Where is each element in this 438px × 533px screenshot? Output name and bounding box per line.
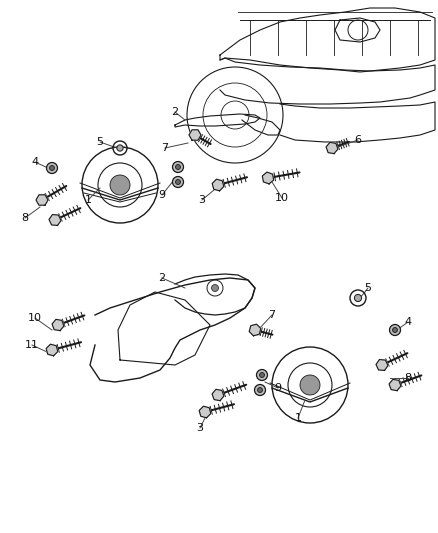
Text: 2: 2 (159, 273, 166, 283)
Text: 3: 3 (197, 423, 204, 433)
Polygon shape (199, 406, 211, 418)
Circle shape (254, 384, 265, 395)
Text: 3: 3 (198, 195, 205, 205)
Polygon shape (262, 172, 274, 184)
Text: 7: 7 (162, 143, 169, 153)
Text: 2: 2 (171, 107, 179, 117)
Polygon shape (189, 130, 201, 140)
Circle shape (176, 180, 180, 184)
Polygon shape (46, 344, 58, 356)
Polygon shape (389, 379, 401, 391)
Circle shape (173, 176, 184, 188)
Circle shape (392, 327, 397, 333)
Text: 6: 6 (354, 135, 361, 145)
Circle shape (260, 373, 265, 377)
Polygon shape (326, 142, 338, 154)
Text: 1: 1 (85, 195, 92, 205)
Text: 10: 10 (275, 193, 289, 203)
Polygon shape (376, 360, 388, 370)
Text: 8: 8 (21, 213, 28, 223)
Text: 9: 9 (159, 190, 166, 200)
Text: 8: 8 (404, 373, 412, 383)
Circle shape (300, 375, 320, 395)
Polygon shape (52, 319, 64, 330)
Circle shape (49, 166, 54, 171)
Text: 1: 1 (294, 413, 301, 423)
Circle shape (257, 369, 268, 381)
Circle shape (46, 163, 57, 174)
Text: 4: 4 (404, 317, 412, 327)
Text: 9: 9 (275, 383, 282, 393)
Text: 5: 5 (96, 137, 103, 147)
Circle shape (258, 387, 262, 392)
Circle shape (110, 175, 130, 195)
Polygon shape (36, 195, 48, 205)
Text: 5: 5 (364, 283, 371, 293)
Circle shape (389, 325, 400, 335)
Circle shape (173, 161, 184, 173)
Text: 7: 7 (268, 310, 276, 320)
Text: 10: 10 (28, 313, 42, 323)
Circle shape (117, 145, 123, 151)
Polygon shape (249, 324, 261, 336)
Polygon shape (212, 179, 224, 191)
Circle shape (354, 294, 362, 302)
Circle shape (212, 285, 219, 292)
Polygon shape (49, 215, 61, 225)
Text: 4: 4 (32, 157, 39, 167)
Text: 11: 11 (25, 340, 39, 350)
Polygon shape (212, 390, 224, 401)
Circle shape (176, 165, 180, 169)
